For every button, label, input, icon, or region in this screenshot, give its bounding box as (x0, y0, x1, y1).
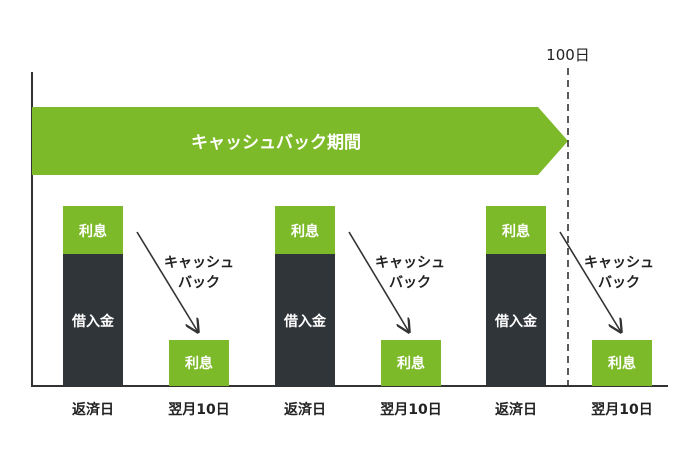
refunded-interest-box (169, 340, 229, 386)
axis-label-repayment-day: 返済日 (495, 401, 537, 418)
refunded-interest-box (381, 340, 441, 386)
cashback-arrow-2 (348, 231, 409, 332)
cashback-arrow-label-line1: キャッシュ (375, 255, 445, 271)
principal-label: 借入金 (494, 313, 538, 330)
refunded-interest-box (592, 340, 652, 386)
cashback-arrow-label-line2: バック (178, 275, 220, 291)
repayment-stack-2: 利息 借入金 (275, 206, 335, 386)
interest-box (63, 206, 123, 254)
principal-label: 借入金 (283, 313, 327, 330)
refunded-interest-label: 利息 (397, 355, 425, 372)
refunded-interest-label: 利息 (608, 355, 636, 372)
cashback-period-label: キャッシュバック期間 (191, 133, 361, 153)
principal-box (486, 254, 546, 386)
principal-box (275, 254, 335, 386)
interest-box (486, 206, 546, 254)
axis-label-next-month-10th: 翌月10日 (168, 402, 229, 418)
cashback-arrow-label-line2: バック (389, 275, 431, 291)
axis-label-next-month-10th: 翌月10日 (591, 402, 652, 418)
deadline-label: 100日 (546, 46, 590, 64)
axis-label-next-month-10th: 翌月10日 (380, 402, 441, 418)
cashback-arrow-1 (136, 231, 198, 332)
cashback-arrow-label-line1: キャッシュ (584, 255, 654, 271)
refunded-interest-label: 利息 (185, 355, 213, 372)
axis-label-repayment-day: 返済日 (284, 401, 326, 418)
interest-label: 利息 (79, 223, 107, 240)
principal-label: 借入金 (71, 313, 115, 330)
interest-box (275, 206, 335, 254)
cashback-arrow-label-line2: バック (598, 275, 640, 291)
interest-label: 利息 (502, 223, 530, 240)
interest-label: 利息 (291, 223, 319, 240)
repayment-stack-3: 利息 借入金 (486, 206, 546, 386)
cashback-arrow-label-line1: キャッシュ (164, 255, 234, 271)
cashback-arrow-3 (559, 231, 621, 332)
cashback-period-banner (32, 107, 568, 175)
axis-label-repayment-day: 返済日 (72, 401, 114, 418)
principal-box (63, 254, 123, 386)
repayment-stack-1: 利息 借入金 (63, 206, 123, 386)
